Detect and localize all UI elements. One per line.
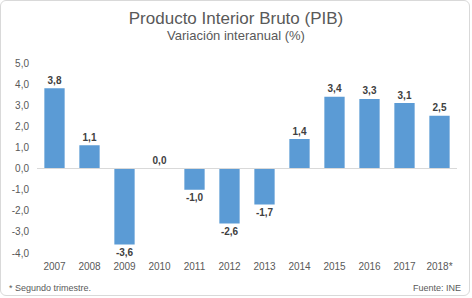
svg-text:3,8: 3,8 [48, 75, 62, 86]
svg-text:2008: 2008 [78, 261, 101, 272]
svg-text:0,0: 0,0 [153, 155, 167, 166]
svg-text:2011: 2011 [184, 261, 206, 272]
svg-text:-1,0: -1,0 [186, 192, 204, 203]
svg-text:2012: 2012 [218, 261, 241, 272]
svg-text:-1,0: -1,0 [12, 184, 30, 195]
svg-text:Variación interanual (%): Variación interanual (%) [167, 28, 305, 43]
svg-text:2016: 2016 [358, 261, 381, 272]
svg-text:2013: 2013 [253, 261, 276, 272]
svg-text:-1,7: -1,7 [256, 207, 274, 218]
svg-text:Fuente: INE: Fuente: INE [413, 283, 461, 293]
svg-text:1,4: 1,4 [293, 126, 307, 137]
svg-text:-2,0: -2,0 [12, 205, 30, 216]
svg-text:* Segundo trimestre.: * Segundo trimestre. [9, 283, 91, 293]
svg-text:-3,6: -3,6 [116, 247, 134, 258]
svg-text:3,1: 3,1 [398, 90, 412, 101]
svg-text:2018*: 2018* [426, 261, 452, 272]
svg-text:2,0: 2,0 [15, 121, 29, 132]
svg-text:2010: 2010 [148, 261, 171, 272]
svg-text:-2,6: -2,6 [221, 226, 239, 237]
svg-text:1,0: 1,0 [15, 142, 29, 153]
svg-text:2,5: 2,5 [433, 102, 447, 113]
svg-text:4,0: 4,0 [15, 79, 29, 90]
svg-text:-3,0: -3,0 [12, 226, 30, 237]
svg-text:2015: 2015 [323, 261, 346, 272]
svg-text:2017: 2017 [393, 261, 416, 272]
svg-text:3,3: 3,3 [363, 85, 377, 96]
svg-text:2007: 2007 [43, 261, 66, 272]
svg-text:5,0: 5,0 [15, 58, 29, 69]
svg-text:2014: 2014 [288, 261, 311, 272]
svg-text:1,1: 1,1 [83, 132, 97, 143]
svg-text:Producto Interior Bruto (PIB): Producto Interior Bruto (PIB) [129, 9, 343, 28]
svg-text:-4,0: -4,0 [12, 248, 30, 259]
svg-text:2009: 2009 [113, 261, 136, 272]
svg-text:3,4: 3,4 [328, 83, 342, 94]
svg-text:3,0: 3,0 [15, 100, 29, 111]
svg-text:0,0: 0,0 [15, 163, 29, 174]
